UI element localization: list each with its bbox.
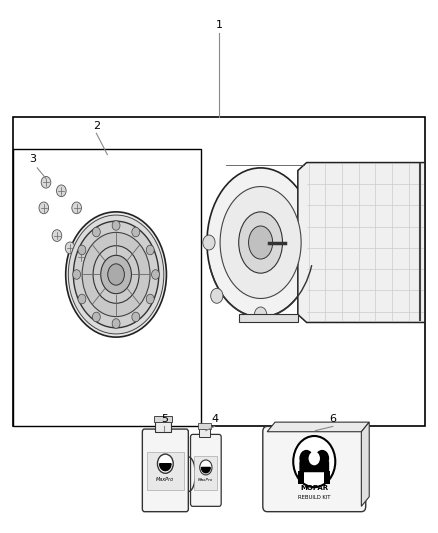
Text: MaxPro: MaxPro [156,477,174,482]
Circle shape [52,230,62,241]
Polygon shape [267,422,369,432]
Circle shape [73,270,81,279]
Ellipse shape [249,226,272,259]
Circle shape [78,245,86,255]
Circle shape [211,288,223,303]
FancyBboxPatch shape [263,426,366,512]
Circle shape [146,294,154,304]
Circle shape [315,450,329,467]
Bar [154,416,172,422]
Circle shape [293,436,336,487]
Polygon shape [239,314,298,322]
Ellipse shape [93,246,139,303]
Bar [155,421,171,432]
Ellipse shape [74,221,159,328]
Circle shape [92,227,100,237]
Bar [13,149,201,426]
Text: REBUILD KIT: REBUILD KIT [298,495,331,500]
Circle shape [39,202,49,214]
Polygon shape [361,422,369,506]
Circle shape [76,251,86,263]
Bar [198,423,211,429]
Ellipse shape [207,168,314,317]
Bar [194,456,217,490]
Ellipse shape [68,215,164,334]
Circle shape [112,221,120,230]
Ellipse shape [239,212,283,273]
Polygon shape [298,163,425,322]
Circle shape [65,242,75,254]
Circle shape [41,176,51,188]
Circle shape [92,312,100,322]
Circle shape [112,319,120,328]
Circle shape [152,270,159,279]
Text: 3: 3 [29,154,36,164]
Circle shape [254,307,267,322]
Circle shape [132,312,140,322]
Circle shape [72,202,81,214]
Ellipse shape [82,232,150,317]
Text: 6: 6 [329,414,336,424]
Ellipse shape [66,212,166,337]
Ellipse shape [108,264,124,285]
Bar [199,427,210,437]
Text: MOPAR: MOPAR [300,484,328,491]
FancyBboxPatch shape [191,434,221,506]
Text: MaxPro: MaxPro [198,478,213,482]
Circle shape [132,227,140,237]
Circle shape [78,294,86,304]
Circle shape [203,235,215,250]
Bar [324,471,330,484]
Polygon shape [299,458,329,472]
Text: 2: 2 [93,120,100,131]
Circle shape [158,454,173,473]
Bar [147,452,184,490]
Text: 5: 5 [161,414,168,424]
Polygon shape [159,464,171,471]
Circle shape [146,245,154,255]
Bar [298,471,304,484]
Circle shape [57,185,66,197]
Text: 4: 4 [211,414,218,424]
Circle shape [200,460,212,475]
Ellipse shape [220,187,301,298]
Circle shape [300,450,314,467]
Polygon shape [201,467,210,473]
Circle shape [308,451,320,465]
Ellipse shape [101,255,131,294]
Bar [13,117,425,426]
FancyBboxPatch shape [142,429,188,512]
Text: 1: 1 [215,20,223,30]
